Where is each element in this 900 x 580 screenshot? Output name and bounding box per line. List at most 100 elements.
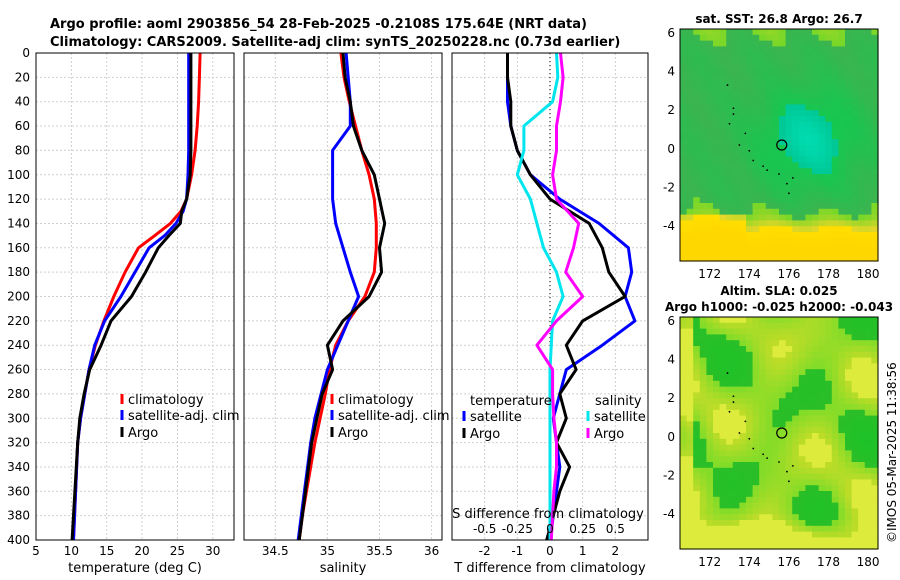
map-cell xyxy=(812,346,820,353)
map-cell xyxy=(864,334,872,341)
map-cell xyxy=(798,249,806,256)
map-cell xyxy=(772,92,780,100)
map-cell xyxy=(693,317,701,324)
map-cell xyxy=(858,191,866,198)
map-cell xyxy=(864,87,872,94)
map-cell xyxy=(798,145,806,152)
map-cell xyxy=(759,444,767,451)
map-cell xyxy=(765,473,773,480)
map-cell xyxy=(686,110,694,117)
map-cell xyxy=(851,392,859,399)
map-cell xyxy=(812,110,820,117)
map-cell xyxy=(706,346,714,353)
map-cell xyxy=(845,357,853,364)
axes-frame xyxy=(243,52,443,541)
map-cell xyxy=(805,496,813,504)
map-cell xyxy=(739,185,747,192)
map-cell xyxy=(706,380,714,388)
map-cell xyxy=(746,520,754,527)
map-cell xyxy=(739,502,747,509)
map-cell xyxy=(765,514,773,521)
map-cell xyxy=(779,145,787,152)
map-cell xyxy=(726,496,734,504)
map-cell xyxy=(680,340,688,347)
map-cell xyxy=(686,427,694,434)
map-cell xyxy=(680,121,688,129)
map-cell xyxy=(792,334,800,341)
map-cell xyxy=(726,462,734,469)
map-cell xyxy=(719,40,727,47)
map-cell xyxy=(759,485,767,492)
map-cell xyxy=(871,226,879,233)
map-cell xyxy=(785,433,793,440)
map-cell xyxy=(785,450,793,457)
map-cell xyxy=(864,34,872,42)
map-cell xyxy=(719,168,727,175)
map-cell xyxy=(726,531,734,538)
map-cell xyxy=(759,357,767,364)
map-cell xyxy=(798,133,806,140)
map-cell xyxy=(732,139,740,146)
map-cell xyxy=(858,127,866,134)
map-cell xyxy=(871,346,879,353)
map-cell xyxy=(838,363,846,370)
map-cell xyxy=(686,29,694,36)
map-cell xyxy=(726,357,734,364)
map-cell xyxy=(805,514,813,521)
map-cell xyxy=(805,168,813,175)
map-cell xyxy=(798,29,806,36)
map-cell xyxy=(818,133,826,140)
map-cell xyxy=(739,531,747,538)
map-cell xyxy=(699,69,707,76)
map-cell xyxy=(699,433,707,440)
map-cell xyxy=(805,357,813,364)
map-cell xyxy=(851,467,859,475)
map-cell xyxy=(825,485,833,492)
map-cell xyxy=(812,398,820,405)
map-cell xyxy=(845,537,853,544)
map-cell xyxy=(759,29,767,36)
map-cell xyxy=(779,363,787,370)
map-cell xyxy=(726,427,734,434)
map-cell xyxy=(858,203,866,210)
map-cell xyxy=(831,162,839,169)
map-cell xyxy=(851,357,859,364)
map-cell xyxy=(798,185,806,192)
map-cell xyxy=(851,255,859,262)
map-cell xyxy=(851,174,859,181)
map-cell xyxy=(792,29,800,36)
map-cell xyxy=(739,34,747,42)
map-cell xyxy=(831,226,839,233)
map-cell xyxy=(713,322,721,330)
map-cell xyxy=(759,473,767,480)
map-cell xyxy=(858,58,866,65)
map-cell xyxy=(845,52,853,59)
map-cell xyxy=(726,226,734,233)
map-cell xyxy=(752,386,760,393)
y-tick-label: 280 xyxy=(7,387,30,401)
map-cell xyxy=(871,357,879,364)
map-cell xyxy=(785,438,793,446)
map-cell xyxy=(739,415,747,422)
map-cell xyxy=(871,58,879,65)
map-cell xyxy=(732,162,740,169)
map-cell xyxy=(825,462,833,469)
map-cell xyxy=(798,421,806,428)
map-cell xyxy=(752,421,760,428)
map-cell xyxy=(772,197,780,204)
map-cell xyxy=(858,75,866,82)
map-cell xyxy=(746,104,754,111)
map-cell xyxy=(864,462,872,469)
map-cell xyxy=(706,404,714,411)
map-cell xyxy=(713,485,721,492)
map-cell xyxy=(713,174,721,181)
map-cell xyxy=(759,375,767,382)
map-cell xyxy=(680,380,688,388)
map-cell xyxy=(871,317,879,324)
map-cell xyxy=(759,404,767,411)
map-cell xyxy=(818,409,826,417)
map-cell xyxy=(779,92,787,100)
map-cell xyxy=(699,162,707,169)
map-cell xyxy=(726,485,734,492)
map-cell xyxy=(739,174,747,181)
